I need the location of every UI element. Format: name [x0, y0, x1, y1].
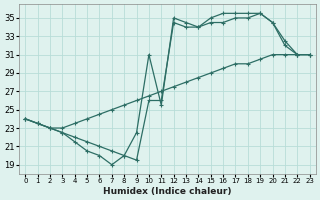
X-axis label: Humidex (Indice chaleur): Humidex (Indice chaleur)	[103, 187, 232, 196]
